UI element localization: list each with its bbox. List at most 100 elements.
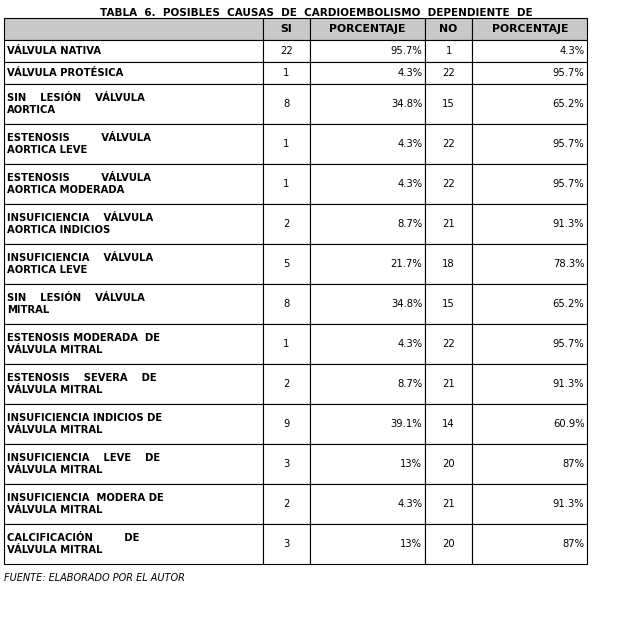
Bar xyxy=(472,204,587,244)
Text: VÁLVULA NATIVA: VÁLVULA NATIVA xyxy=(7,46,101,56)
Bar xyxy=(472,164,587,204)
Text: 22: 22 xyxy=(442,68,455,78)
Text: 87%: 87% xyxy=(562,539,585,549)
Bar xyxy=(425,484,472,524)
Text: 8.7%: 8.7% xyxy=(397,379,422,389)
Bar xyxy=(310,84,425,124)
Bar xyxy=(310,244,425,284)
Text: 60.9%: 60.9% xyxy=(553,419,585,429)
Text: 1: 1 xyxy=(283,179,289,189)
Bar xyxy=(472,404,587,444)
Text: 22: 22 xyxy=(442,339,455,349)
Bar xyxy=(472,324,587,364)
Text: 1: 1 xyxy=(446,46,452,56)
Bar xyxy=(263,124,310,164)
Text: SIN    LESIÓN    VÁLVULA
AORTICA: SIN LESIÓN VÁLVULA AORTICA xyxy=(7,93,145,115)
Bar xyxy=(263,524,310,564)
Bar xyxy=(263,324,310,364)
Text: 87%: 87% xyxy=(562,459,585,469)
Text: 91.3%: 91.3% xyxy=(553,219,585,229)
Bar xyxy=(472,124,587,164)
Bar xyxy=(263,164,310,204)
Bar xyxy=(472,284,587,324)
Bar xyxy=(263,244,310,284)
Bar xyxy=(425,284,472,324)
Text: 95.7%: 95.7% xyxy=(553,139,585,149)
Text: 22: 22 xyxy=(442,139,455,149)
Text: 91.3%: 91.3% xyxy=(553,499,585,509)
Bar xyxy=(310,364,425,404)
Bar xyxy=(425,62,472,84)
Bar xyxy=(425,124,472,164)
Bar xyxy=(472,18,587,40)
Text: 95.7%: 95.7% xyxy=(391,46,422,56)
Text: 2: 2 xyxy=(283,219,289,229)
Bar xyxy=(425,164,472,204)
Text: 34.8%: 34.8% xyxy=(391,299,422,309)
Text: 18: 18 xyxy=(442,259,455,269)
Bar xyxy=(425,444,472,484)
Text: 8: 8 xyxy=(283,99,289,109)
Bar xyxy=(472,244,587,284)
Bar xyxy=(4,324,263,364)
Text: 8.7%: 8.7% xyxy=(397,219,422,229)
Text: INSUFICIENCIA    VÁLVULA
AORTICA INDICIOS: INSUFICIENCIA VÁLVULA AORTICA INDICIOS xyxy=(7,213,153,235)
Text: 1: 1 xyxy=(283,339,289,349)
Text: 5: 5 xyxy=(283,259,289,269)
Bar xyxy=(4,524,263,564)
Text: TABLA  6.  POSIBLES  CAUSAS  DE  CARDIOEMBOLISMO  DEPENDIENTE  DE: TABLA 6. POSIBLES CAUSAS DE CARDIOEMBOLI… xyxy=(100,8,532,18)
Bar xyxy=(263,84,310,124)
Bar xyxy=(472,62,587,84)
Text: 65.2%: 65.2% xyxy=(553,299,585,309)
Text: 4.3%: 4.3% xyxy=(397,339,422,349)
Text: INSUFICIENCIA    LEVE    DE
VÁLVULA MITRAL: INSUFICIENCIA LEVE DE VÁLVULA MITRAL xyxy=(7,453,160,475)
Bar xyxy=(310,524,425,564)
Bar xyxy=(4,62,263,84)
Text: 39.1%: 39.1% xyxy=(391,419,422,429)
Text: SIN    LESIÓN    VÁLVULA
MITRAL: SIN LESIÓN VÁLVULA MITRAL xyxy=(7,293,145,315)
Text: 13%: 13% xyxy=(400,459,422,469)
Bar xyxy=(425,204,472,244)
Bar xyxy=(472,524,587,564)
Bar xyxy=(425,84,472,124)
Bar xyxy=(263,204,310,244)
Bar xyxy=(4,444,263,484)
Bar xyxy=(4,484,263,524)
Bar xyxy=(472,40,587,62)
Bar xyxy=(4,364,263,404)
Bar xyxy=(263,18,310,40)
Bar xyxy=(310,62,425,84)
Text: FUENTE: ELABORADO POR EL AUTOR: FUENTE: ELABORADO POR EL AUTOR xyxy=(4,573,185,583)
Text: 4.3%: 4.3% xyxy=(397,499,422,509)
Text: 14: 14 xyxy=(442,419,455,429)
Bar xyxy=(425,404,472,444)
Text: 95.7%: 95.7% xyxy=(553,68,585,78)
Bar xyxy=(310,404,425,444)
Bar xyxy=(263,484,310,524)
Bar xyxy=(425,18,472,40)
Text: 21: 21 xyxy=(442,499,455,509)
Bar xyxy=(310,40,425,62)
Text: 21: 21 xyxy=(442,379,455,389)
Text: PORCENTAJE: PORCENTAJE xyxy=(492,24,568,34)
Bar xyxy=(425,40,472,62)
Bar xyxy=(425,364,472,404)
Bar xyxy=(310,18,425,40)
Text: VÁLVULA PROTÉSICA: VÁLVULA PROTÉSICA xyxy=(7,68,123,78)
Text: 1: 1 xyxy=(283,68,289,78)
Bar xyxy=(263,404,310,444)
Text: 91.3%: 91.3% xyxy=(553,379,585,389)
Text: 65.2%: 65.2% xyxy=(553,99,585,109)
Text: 15: 15 xyxy=(442,299,455,309)
Text: 8: 8 xyxy=(283,299,289,309)
Text: 95.7%: 95.7% xyxy=(553,339,585,349)
Text: ESTENOSIS MODERADA  DE
VÁLVULA MITRAL: ESTENOSIS MODERADA DE VÁLVULA MITRAL xyxy=(7,333,160,355)
Text: PORCENTAJE: PORCENTAJE xyxy=(329,24,406,34)
Bar xyxy=(4,204,263,244)
Bar xyxy=(263,284,310,324)
Text: 20: 20 xyxy=(442,539,455,549)
Bar xyxy=(263,444,310,484)
Bar xyxy=(310,204,425,244)
Text: 4.3%: 4.3% xyxy=(397,139,422,149)
Text: 1: 1 xyxy=(283,139,289,149)
